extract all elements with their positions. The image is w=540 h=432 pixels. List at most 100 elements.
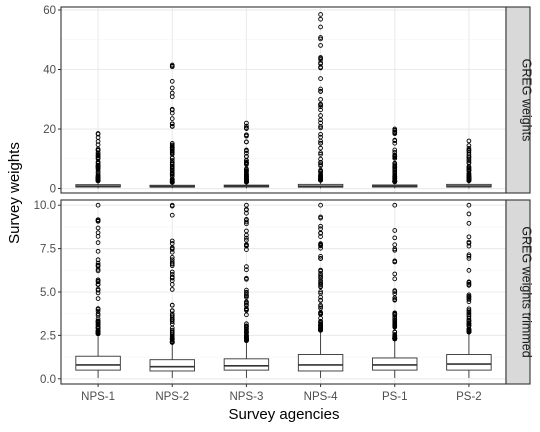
- outlier-point: [244, 139, 249, 145]
- box-NPS-4: [297, 12, 344, 189]
- outlier-point: [318, 150, 323, 156]
- outlier-point: [169, 107, 175, 113]
- outlier-point: [466, 211, 472, 217]
- outlier-point: [466, 319, 472, 324]
- outlier-point: [95, 154, 101, 160]
- outlier-point: [392, 126, 398, 132]
- outlier-point: [95, 173, 101, 179]
- outlier-point: [95, 311, 101, 317]
- x-tick-label: NPS-3: [229, 391, 263, 403]
- outlier-point: [318, 177, 323, 183]
- outlier-point: [95, 325, 101, 331]
- y-axis-title: Survey weights: [6, 142, 23, 244]
- outlier-point: [318, 304, 323, 309]
- outlier-point: [392, 176, 398, 182]
- outlier-point: [318, 226, 323, 232]
- outlier-point: [318, 289, 323, 294]
- outlier-point: [318, 57, 323, 62]
- outlier-point: [169, 287, 175, 292]
- outlier-point: [95, 268, 101, 274]
- outlier-point: [392, 155, 398, 161]
- outlier-point: [169, 160, 175, 166]
- outlier-point: [95, 163, 101, 169]
- outlier-point: [244, 326, 249, 332]
- outlier-point: [318, 131, 323, 137]
- outlier-point: [169, 176, 175, 182]
- outlier-point: [318, 145, 323, 151]
- outlier-point: [244, 289, 249, 295]
- x-tick-label: NPS-1: [81, 391, 115, 403]
- outlier-point: [318, 24, 323, 30]
- outlier-point: [95, 331, 101, 337]
- outlier-point: [244, 267, 249, 273]
- outlier-point: [169, 339, 175, 345]
- outlier-point: [466, 253, 472, 259]
- outlier-point: [169, 116, 175, 121]
- x-tick-label: NPS-4: [304, 391, 338, 403]
- outlier-point: [95, 328, 101, 333]
- outlier-point: [169, 238, 175, 244]
- box-NPS-3: [223, 120, 270, 189]
- outlier-point: [244, 235, 249, 241]
- outlier-point: [318, 113, 323, 118]
- outlier-point: [244, 168, 249, 174]
- outlier-point: [244, 207, 249, 213]
- outlier-point: [392, 276, 398, 282]
- outlier-point: [466, 165, 472, 171]
- outlier-point: [392, 164, 398, 170]
- outlier-point: [392, 242, 398, 248]
- y-tick-label: 7.5: [40, 244, 56, 256]
- outlier-point: [392, 147, 398, 153]
- outlier-point: [318, 243, 323, 249]
- outlier-point: [244, 287, 249, 293]
- outlier-point: [392, 167, 398, 173]
- outlier-point: [318, 36, 323, 42]
- outlier-point: [95, 218, 101, 224]
- outlier-point: [318, 12, 323, 17]
- outlier-point: [169, 331, 175, 337]
- outlier-point: [466, 147, 472, 153]
- outlier-point: [95, 263, 101, 269]
- outlier-point: [466, 306, 472, 312]
- outliers: [244, 120, 249, 185]
- outlier-point: [318, 327, 323, 333]
- outlier-point: [318, 241, 323, 247]
- outlier-point: [318, 273, 323, 278]
- box-PS-1: [372, 202, 418, 378]
- outlier-point: [392, 314, 398, 320]
- outliers: [466, 202, 472, 335]
- outlier-point: [318, 102, 323, 108]
- outlier-point: [244, 123, 249, 129]
- box-NPS-4: [297, 202, 344, 378]
- outlier-point: [95, 240, 101, 245]
- x-tick-label: PS-1: [382, 391, 408, 403]
- outlier-point: [318, 104, 323, 110]
- outlier-point: [318, 61, 323, 67]
- facet-panels: 0 20 40 60 GREG weights 0.0 2.5 5.0 7.5 10.0 GREG …: [34, 5, 534, 403]
- outlier-point: [169, 308, 175, 313]
- outlier-point: [318, 86, 323, 92]
- box-iqr: [75, 355, 121, 371]
- outlier-point: [95, 316, 101, 321]
- box-iqr: [446, 354, 492, 371]
- outliers: [95, 131, 101, 184]
- outlier-point: [466, 252, 472, 258]
- x-tick-label: PS-2: [456, 391, 482, 403]
- outlier-point: [466, 282, 472, 287]
- outlier-point: [318, 282, 323, 288]
- outlier-point: [318, 35, 323, 40]
- outlier-point: [318, 64, 323, 70]
- outlier-point: [95, 139, 101, 144]
- box-PS-1: [372, 126, 418, 189]
- facet-strip: [505, 6, 531, 194]
- outlier-point: [244, 292, 249, 297]
- facet-strip-label: GREG weights trimmed: [520, 226, 534, 357]
- outlier-point: [169, 257, 175, 263]
- outlier-point: [244, 202, 249, 208]
- outlier-point: [318, 298, 323, 303]
- outlier-point: [95, 165, 101, 171]
- outlier-point: [244, 125, 249, 131]
- outlier-point: [95, 306, 101, 311]
- y-tick-label: 40: [43, 64, 56, 76]
- box-iqr: [223, 358, 270, 371]
